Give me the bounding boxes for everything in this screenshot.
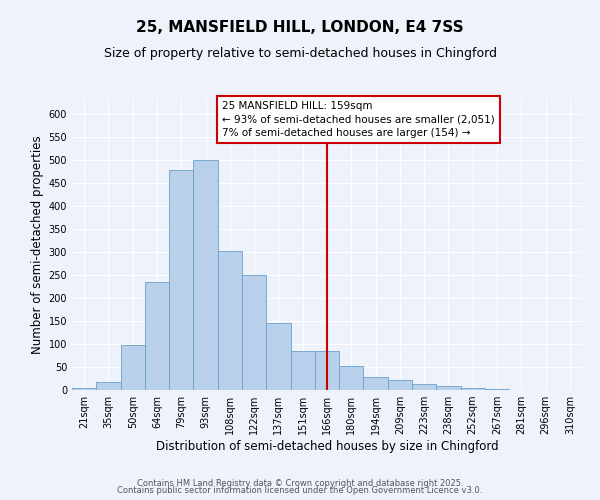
Bar <box>193 160 218 390</box>
Text: Contains HM Land Registry data © Crown copyright and database right 2025.: Contains HM Land Registry data © Crown c… <box>137 478 463 488</box>
Text: Size of property relative to semi-detached houses in Chingford: Size of property relative to semi-detach… <box>104 48 497 60</box>
Bar <box>242 275 266 390</box>
Y-axis label: Number of semi-detached properties: Number of semi-detached properties <box>31 136 44 354</box>
Bar <box>364 377 388 390</box>
Bar <box>315 351 339 390</box>
Bar <box>96 382 121 390</box>
Bar <box>485 389 509 390</box>
Bar <box>169 170 193 390</box>
Bar <box>72 388 96 390</box>
Text: 25, MANSFIELD HILL, LONDON, E4 7SS: 25, MANSFIELD HILL, LONDON, E4 7SS <box>136 20 464 35</box>
Bar <box>266 324 290 390</box>
Bar <box>339 366 364 390</box>
Bar <box>145 282 169 390</box>
Bar <box>412 384 436 390</box>
Bar <box>121 346 145 390</box>
Bar <box>436 386 461 390</box>
Text: Contains public sector information licensed under the Open Government Licence v3: Contains public sector information licen… <box>118 486 482 495</box>
Bar <box>218 251 242 390</box>
Bar <box>388 380 412 390</box>
Bar <box>290 351 315 390</box>
Text: 25 MANSFIELD HILL: 159sqm
← 93% of semi-detached houses are smaller (2,051)
7% o: 25 MANSFIELD HILL: 159sqm ← 93% of semi-… <box>223 102 495 138</box>
X-axis label: Distribution of semi-detached houses by size in Chingford: Distribution of semi-detached houses by … <box>155 440 499 453</box>
Bar <box>461 388 485 390</box>
